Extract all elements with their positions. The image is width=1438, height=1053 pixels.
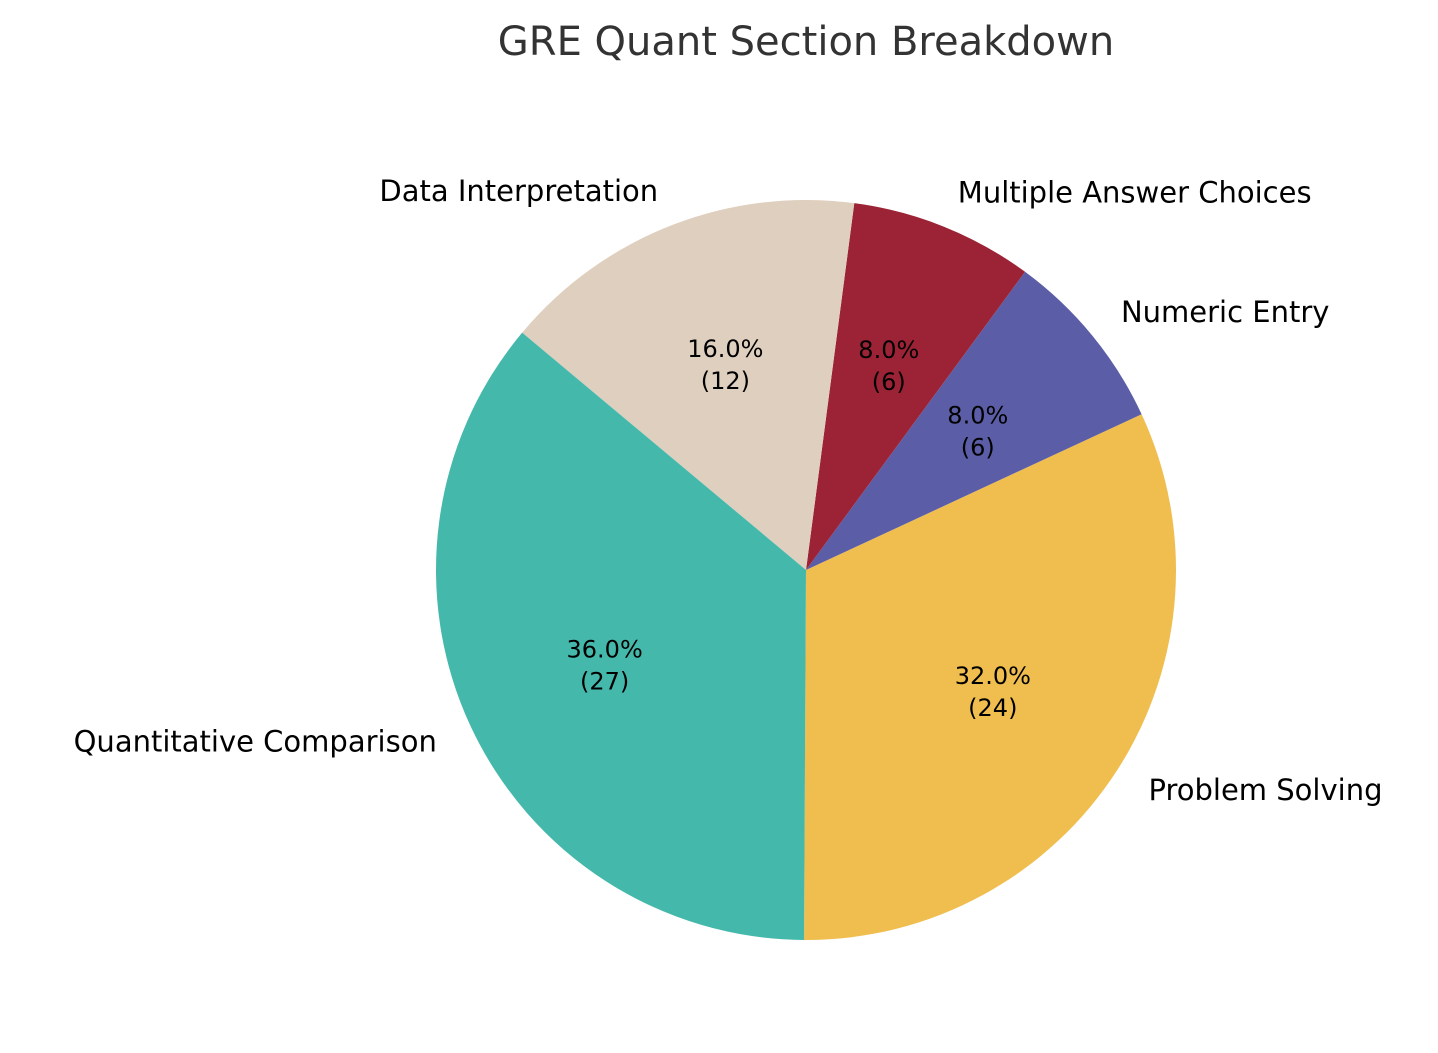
slice-category-label: Quantitative Comparison [74,724,437,758]
slice-percentage-label: 8.0% (6) [858,336,919,396]
pie-slice [806,271,1142,570]
slice-category-label: Multiple Answer Choices [958,175,1312,209]
pie-slice [806,203,1026,570]
slice-category-label: Data Interpretation [379,174,658,208]
slice-percentage-label: 8.0% (6) [947,401,1008,461]
slice-labels: 32.0% (24) Problem Solving 8.0% (6) Numeric E… [74,174,1383,807]
pie-slice [436,332,806,940]
pie-slice [522,200,855,570]
slice-category-label: Numeric Entry [1121,295,1329,329]
slice-percentage-label: 36.0% (27) [567,635,643,695]
slice-percentage-label: 32.0% (24) [955,662,1031,722]
pie-slice [804,414,1177,940]
slice-percentage-label: 16.0% (12) [687,335,763,395]
chart-title: GRE Quant Section Breakdown [498,19,1114,65]
slice-category-label: Problem Solving [1148,773,1382,807]
pie-slices [436,200,1177,940]
